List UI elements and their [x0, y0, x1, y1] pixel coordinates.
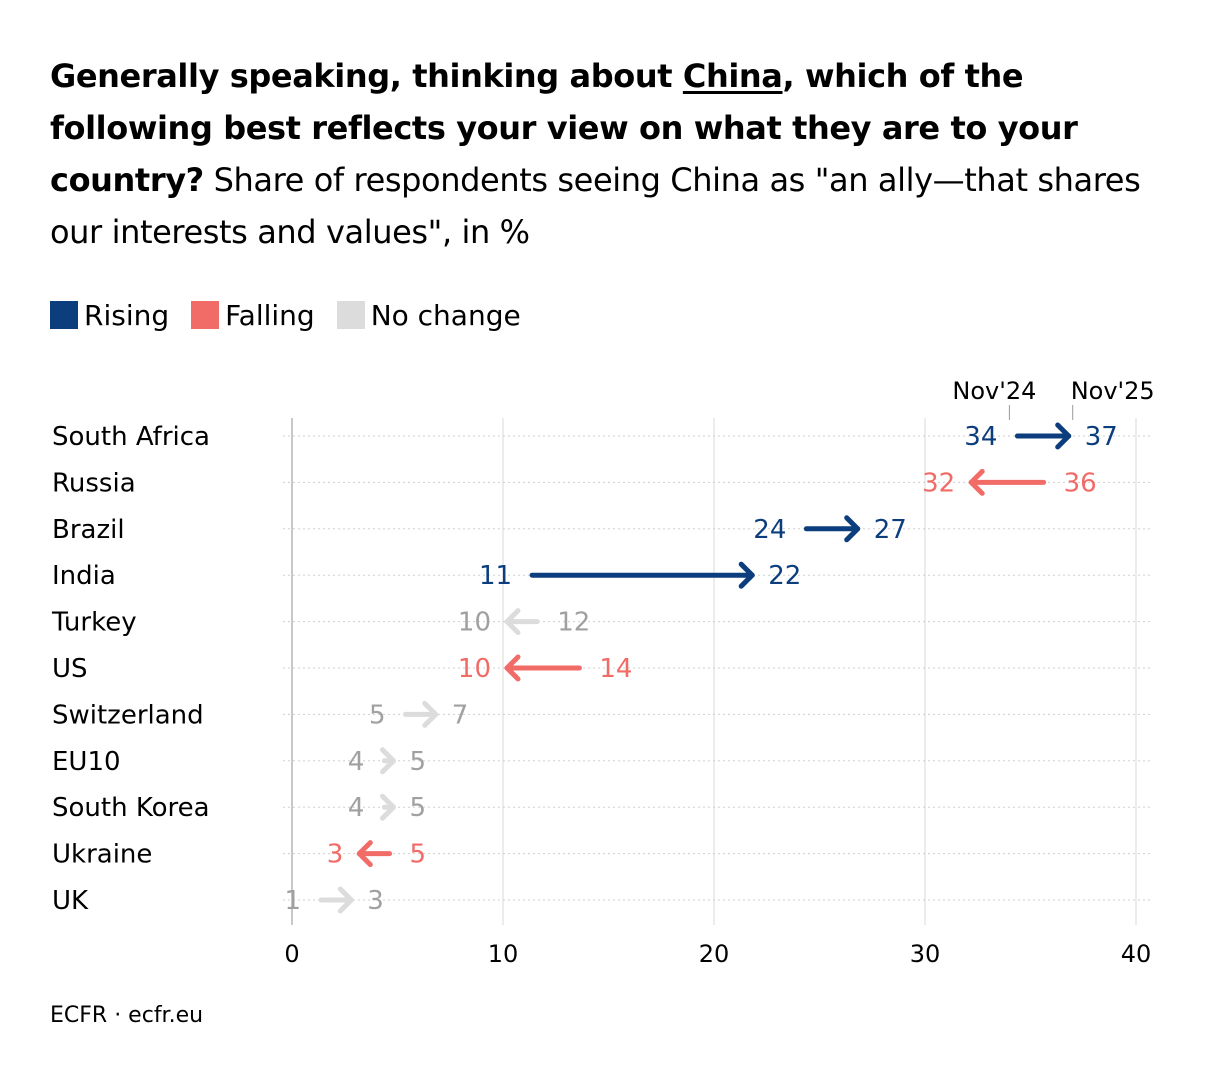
arrow-head [504, 608, 521, 636]
legend-nochange: No change [336, 298, 521, 332]
value-label-start: 4 [348, 793, 365, 823]
x-tick-label: 20 [699, 940, 730, 968]
country-label: Brazil [52, 515, 125, 545]
legend-falling: Falling [191, 299, 315, 332]
value-label-end: 3 [327, 840, 344, 870]
title-part2: , which of the following best reflects y… [50, 57, 1078, 199]
legend: Rising Falling No change [50, 295, 543, 335]
value-label-start: 34 [964, 422, 997, 452]
country-label: EU10 [52, 747, 121, 777]
title-china: China [682, 57, 783, 95]
series-label-start: Nov'24 [952, 377, 1036, 405]
value-label-end: 10 [458, 608, 491, 638]
legend-label-falling: Falling [225, 298, 315, 332]
x-tick-label: 10 [488, 940, 519, 968]
arrow-head [1055, 422, 1072, 450]
value-label-start: 24 [753, 515, 786, 545]
country-label: UK [52, 886, 89, 916]
legend-rising: Rising [50, 299, 169, 332]
arrow-head [504, 654, 521, 682]
chart-title: Generally speaking, thinking about China… [50, 50, 1180, 258]
country-label: US [52, 654, 88, 684]
value-label-start: 5 [410, 840, 427, 870]
value-label-start: 14 [599, 654, 632, 684]
arrow-head [968, 468, 985, 496]
country-label: Ukraine [52, 840, 152, 870]
value-label-start: 5 [369, 700, 386, 730]
country-label: South Africa [52, 422, 210, 452]
arrow-head [844, 515, 861, 543]
legend-label-nochange: No change [370, 298, 521, 332]
title-part1: Generally speaking, thinking about [50, 57, 683, 95]
value-label-end: 3 [367, 886, 384, 916]
arrow-head [356, 840, 373, 868]
value-label-end: 22 [768, 561, 801, 591]
value-label-end: 5 [410, 747, 427, 777]
arrow-head [380, 747, 396, 775]
x-tick-label: 0 [284, 940, 299, 968]
source-credit: ECFR · ecfr.eu [50, 1003, 204, 1028]
series-label-end: Nov'25 [1071, 377, 1155, 405]
country-label: Turkey [51, 608, 137, 638]
value-label-start: 1 [285, 886, 302, 916]
country-label: South Korea [52, 793, 210, 823]
value-label-start: 4 [348, 747, 365, 777]
legend-swatch-nochange [336, 301, 365, 329]
value-label-end: 7 [452, 700, 469, 730]
value-label-end: 27 [874, 515, 907, 545]
legend-label-rising: Rising [84, 298, 170, 332]
subtitle: Share of respondents seeing China as "an… [50, 161, 1141, 251]
value-label-end: 37 [1085, 422, 1118, 452]
value-label-start: 11 [479, 561, 512, 591]
country-label: India [52, 561, 116, 591]
value-label-end: 32 [922, 468, 955, 498]
legend-swatch-falling [191, 301, 220, 329]
arrow-head [337, 886, 354, 914]
arrow-head [422, 700, 439, 728]
value-label-end: 10 [458, 654, 491, 684]
legend-swatch-rising [50, 301, 78, 329]
arrow-head [738, 561, 755, 589]
x-tick-label: 40 [1121, 940, 1152, 968]
value-label-start: 12 [557, 608, 590, 638]
country-label: Switzerland [52, 700, 204, 730]
x-tick-label: 30 [910, 940, 941, 968]
value-label-end: 5 [410, 793, 427, 823]
country-label: Russia [52, 468, 136, 498]
value-label-start: 36 [1064, 468, 1097, 498]
arrow-head [380, 793, 396, 821]
